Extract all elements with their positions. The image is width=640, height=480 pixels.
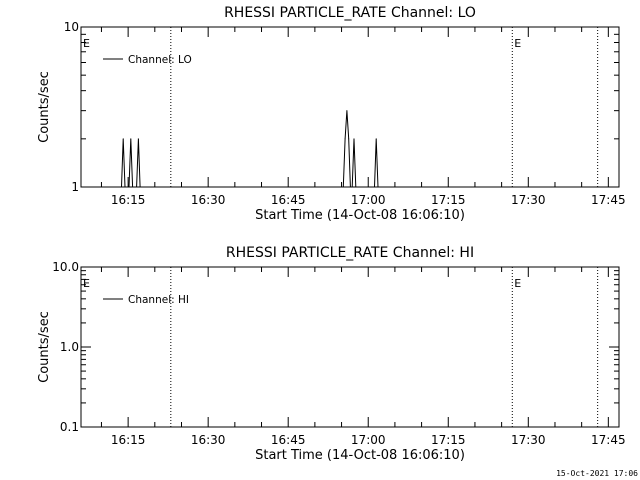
y-tick-label: 10 [64, 20, 79, 34]
data-point [136, 186, 138, 188]
y-tick-label: 0.1 [60, 420, 79, 434]
x-tick-label: 17:15 [431, 193, 466, 207]
chart-panel-0: RHESSI PARTICLE_RATE Channel: LO 1 10 16:15… [37, 5, 626, 223]
start-marker-label: E [83, 37, 90, 50]
legend-label: Channel: HI [128, 294, 189, 306]
data-point [346, 110, 348, 112]
data-point [130, 138, 132, 140]
x-tick-label: 17:30 [511, 433, 546, 447]
x-tick-label: 17:45 [591, 193, 626, 207]
data-point [139, 186, 141, 188]
data-point [342, 186, 344, 188]
x-tick-label: 17:00 [351, 193, 386, 207]
y-axis-label: Counts/sec [37, 311, 52, 383]
data-point [377, 186, 379, 188]
series-line-segment [342, 110, 357, 188]
x-tick-label: 17:45 [591, 433, 626, 447]
data-point [132, 186, 134, 188]
data-point [373, 186, 375, 188]
x-tick-label: 17:15 [431, 433, 466, 447]
footer-timestamp: 15-Oct-2021 17:06 [556, 469, 638, 478]
x-tick-label: 16:45 [271, 193, 306, 207]
x-tick-label: 16:15 [111, 433, 146, 447]
data-point [120, 186, 122, 188]
x-tick-label: 17:00 [351, 433, 386, 447]
data-point [122, 138, 124, 140]
data-point [124, 186, 126, 188]
y-tick-label: 1 [71, 180, 79, 194]
legend-label: Channel: LO [128, 54, 192, 66]
data-point [348, 138, 350, 140]
start-marker-label: E [83, 277, 90, 290]
chart-title: RHESSI PARTICLE_RATE Channel: LO [224, 5, 476, 21]
x-tick-label: 16:15 [111, 193, 146, 207]
data-point [353, 138, 355, 140]
data-point [344, 138, 346, 140]
y-tick-label: 10.0 [52, 260, 79, 274]
y-tick-label: 1.0 [60, 340, 79, 354]
x-axis-label: Start Time (14-Oct-08 16:06:10) [255, 448, 465, 463]
x-tick-label: 17:30 [511, 193, 546, 207]
y-axis-label: Counts/sec [37, 71, 52, 143]
chart-title: RHESSI PARTICLE_RATE Channel: HI [226, 245, 474, 261]
x-tick-label: 16:45 [271, 433, 306, 447]
x-tick-label: 16:30 [191, 193, 226, 207]
x-axis-label: Start Time (14-Oct-08 16:06:10) [255, 208, 465, 223]
data-point [375, 138, 377, 140]
series-line-segment [121, 138, 126, 188]
data-point [349, 186, 351, 188]
plot-frame [80, 266, 620, 428]
vertical-marker-label: E [514, 37, 521, 50]
data-point [355, 186, 357, 188]
series-line-segment [136, 138, 141, 188]
chart-panel-1: RHESSI PARTICLE_RATE Channel: HI 0.1 1.0 10… [37, 245, 626, 463]
series-line-segment [374, 138, 379, 188]
x-tick-label: 16:30 [191, 433, 226, 447]
data-point [128, 186, 130, 188]
series-line-segment [128, 138, 134, 188]
data-point [137, 138, 139, 140]
data-point [351, 186, 353, 188]
vertical-marker-label: E [514, 277, 521, 290]
